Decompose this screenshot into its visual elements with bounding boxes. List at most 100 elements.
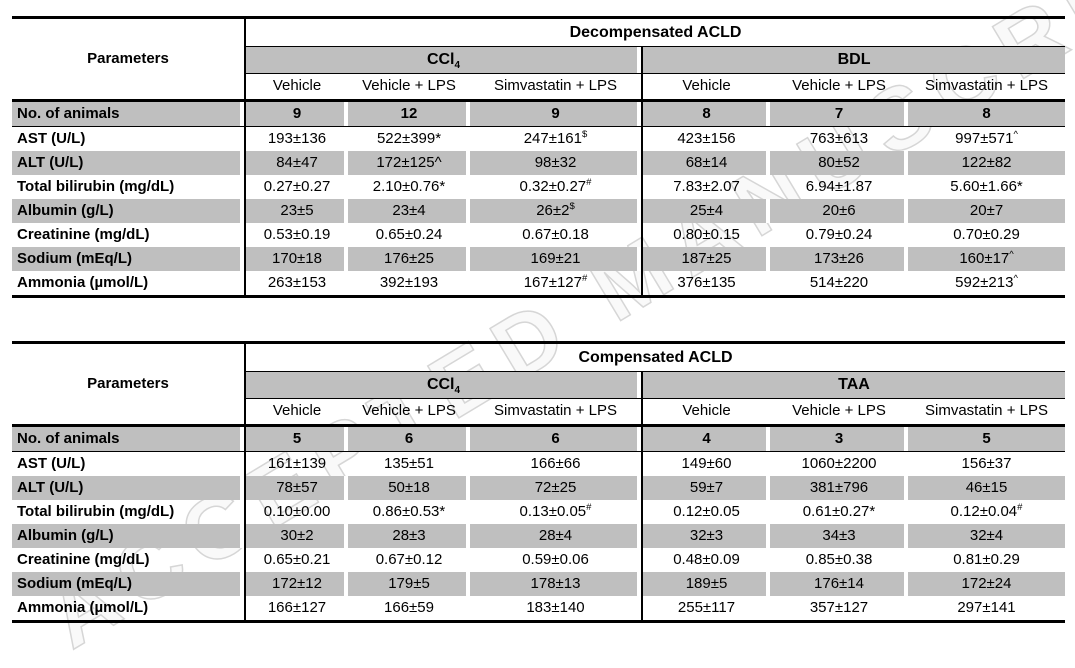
value-text: 392±193 [379,273,439,291]
value-cell: 6 [348,425,470,452]
value-cell: 357±127 [770,596,908,622]
column-header: Vehicle [245,73,348,102]
value-text: 28±3 [392,526,426,544]
value-cell: 0.59±0.06 [470,548,643,572]
value-cell: 0.67±0.12 [348,548,470,572]
value-text: 50±18 [388,478,430,496]
row-label: No. of animals [12,425,246,452]
value-cell: 23±5 [245,199,348,223]
value-cell: 20±6 [770,199,908,223]
value-text: 8 [702,104,711,122]
value-text: 30±2 [280,526,314,544]
value-superscript: $ [582,128,588,140]
table-row: Sodium (mEq/L) 170±18 176±25 169±21 187±25 17… [12,247,1066,271]
table-row: AST (U/L) 161±139 135±51 166±66 149±60 1060±2… [12,451,1065,477]
table-row: Albumin (g/L) 30±2 28±3 28±4 32±3 34±3 32±4 [12,524,1065,548]
group-header: BDL [642,46,1066,74]
value-text: 263±153 [267,273,327,291]
row-label: Ammonia (µmol/L) [12,596,246,622]
value-text: 169±21 [530,249,581,267]
value-text: 5.60±1.66* [950,177,1023,195]
value-text: 255±117 [677,598,736,616]
value-cell: 255±117 [642,596,770,622]
value-cell: 0.65±0.21 [245,548,348,572]
value-cell: 4 [642,425,770,452]
value-cell: 166±66 [470,451,643,476]
data-table: Parameters Compensated ACLD CCl4 TAA Vehicle… [12,341,1065,623]
value-text: 167±127 [523,273,582,291]
value-text: 80±52 [818,153,860,171]
value-cell: 193±136 [245,127,348,152]
column-header-row: Vehicle Vehicle + LPS Simvastatin + LPS Veh… [12,398,1065,427]
value-text: 0.80±0.15 [673,225,740,243]
value-cell: 0.48±0.09 [642,548,770,572]
value-text: 0.79±0.24 [805,225,873,243]
value-text: 135±51 [384,454,434,472]
table-row: Total bilirubin (mg/dL) 0.27±0.27 2.10±0.7… [12,175,1065,199]
value-text: 25±4 [689,201,724,219]
value-text: 0.48±0.09 [673,550,740,568]
value-cell: 173±26 [770,247,908,271]
group-header-row: CCl4 BDL [12,46,1066,74]
value-cell: 167±127# [470,271,643,297]
row-label: AST (U/L) [12,451,246,476]
value-text: 187±25 [681,249,732,267]
value-text: 2.10±0.76* [372,177,446,195]
value-cell: 0.53±0.19 [245,223,348,247]
value-text: 1060±2200 [801,454,877,472]
column-header: Vehicle + LPS [348,73,470,102]
value-cell: 183±140 [470,596,643,622]
value-text: 0.65±0.24 [375,225,443,243]
column-header: Simvastatin + LPS [908,398,1065,427]
value-text: 84±47 [276,153,318,171]
value-superscript: ^ [1013,272,1018,284]
value-text: 0.53±0.19 [263,225,331,243]
value-cell: 176±14 [770,572,908,596]
value-cell: 9 [470,100,643,127]
value-cell: 172±125^ [348,151,470,175]
value-cell: 170±18 [245,247,348,271]
value-cell: 6.94±1.87 [770,175,908,199]
value-text: 6.94±1.87 [805,177,873,195]
value-cell: 8 [908,100,1066,127]
value-text: 173±26 [814,249,864,267]
value-text: 32±3 [689,526,724,544]
value-cell: 5.60±1.66* [908,175,1065,199]
value-text: 156±37 [961,454,1012,472]
table-row: No. of animals 9 12 9 8 7 8 [12,100,1066,127]
value-text: 68±14 [685,153,728,171]
value-cell: 0.65±0.24 [348,223,470,247]
value-text: 98±32 [534,153,577,171]
value-cell: 514±220 [770,271,908,297]
value-cell: 26±2$ [470,199,643,223]
value-cell: 7 [770,100,908,127]
value-text: 0.67±0.12 [375,550,443,568]
table-row: Total bilirubin (mg/dL) 0.10±0.00 0.86±0.5… [12,500,1065,524]
value-text: 997±571 [955,129,1014,147]
row-label: Creatinine (mg/dL) [12,548,246,572]
row-label: AST (U/L) [12,126,246,151]
value-text: 178±13 [530,574,581,592]
column-header: Vehicle [642,398,770,427]
column-header: Vehicle + LPS [770,73,908,102]
value-cell: 247±161$ [470,126,643,151]
value-text: 28±4 [538,526,573,544]
value-superscript: # [586,501,592,513]
value-text: 179±5 [388,574,430,592]
value-text: 357±127 [809,598,869,616]
group-name: CCl [426,51,455,68]
value-cell: 263±153 [245,271,348,297]
value-cell: 72±25 [470,476,643,500]
value-cell: 522±399* [348,127,470,152]
value-cell: 189±5 [642,572,770,596]
value-cell: 178±13 [470,572,643,596]
value-text: 0.67±0.18 [522,225,589,243]
value-cell: 161±139 [245,452,348,477]
value-superscript: ^ [1013,128,1018,140]
value-cell: 0.32±0.27# [470,175,643,199]
tables-container: Parameters Decompensated ACLD CCl4 BDL Vehic… [0,16,1075,623]
value-cell: 28±3 [348,524,470,548]
table-row: AST (U/L) 193±136 522±399* 247±161$ 423±156 7… [12,126,1065,152]
value-text: 166±127 [267,598,327,616]
value-cell: 997±571^ [908,127,1065,152]
